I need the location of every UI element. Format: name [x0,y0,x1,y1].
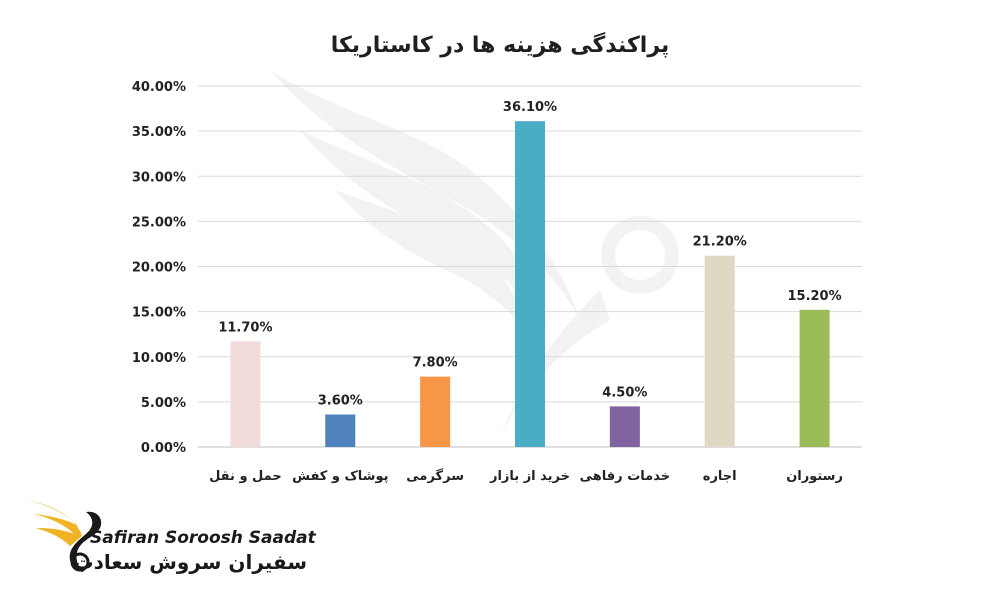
bar [610,406,640,447]
y-tick-label: 30.00% [132,170,186,185]
x-category-label: حمل و نقل [209,469,282,484]
logo-text-english: Safiran Soroosh Saadat [90,528,305,548]
bar [705,256,735,447]
bar [230,341,260,447]
data-label: 3.60% [318,394,363,409]
data-label: 11.70% [218,320,272,335]
bar [515,121,545,447]
x-category-label: خرید از بازار [489,469,570,484]
data-label: 36.10% [503,100,557,115]
y-axis: 0.00% 5.00% 10.00% 15.00% 20.00% 25.00% 30.00%… [132,80,186,456]
x-category-label: خدمات رفاهی [580,469,670,484]
y-tick-label: 40.00% [132,80,186,95]
bar [800,310,830,447]
y-tick-label: 5.00% [141,396,186,411]
y-tick-label: 0.00% [141,441,186,456]
data-label: 15.20% [787,289,841,304]
y-tick-label: 35.00% [132,125,186,140]
y-tick-label: 25.00% [132,215,186,230]
data-label: 21.20% [693,235,747,250]
x-category-label: پوشاک و کفش [292,469,388,484]
logo-text-persian: سفیران سروش سعادت [92,550,307,574]
data-label: 7.80% [413,356,458,371]
brand-logo: Safiran Soroosh Saadat سفیران سروش سعادت [20,492,290,582]
bar [420,377,450,447]
y-tick-label: 20.00% [132,261,186,276]
y-tick-label: 15.00% [132,306,186,321]
x-category-label: رستوران [786,469,843,484]
x-category-label: سرگرمی [406,468,464,484]
x-category-label: اجاره [703,469,737,484]
data-label: 4.50% [602,385,647,400]
bar [325,415,355,447]
y-tick-label: 10.00% [132,351,186,366]
chart-title: پراکندگی هزینه ها در کاستاریکا [331,31,670,58]
x-axis: حمل و نقل پوشاک و کفش سرگرمی خرید از بازار خ… [209,468,843,484]
